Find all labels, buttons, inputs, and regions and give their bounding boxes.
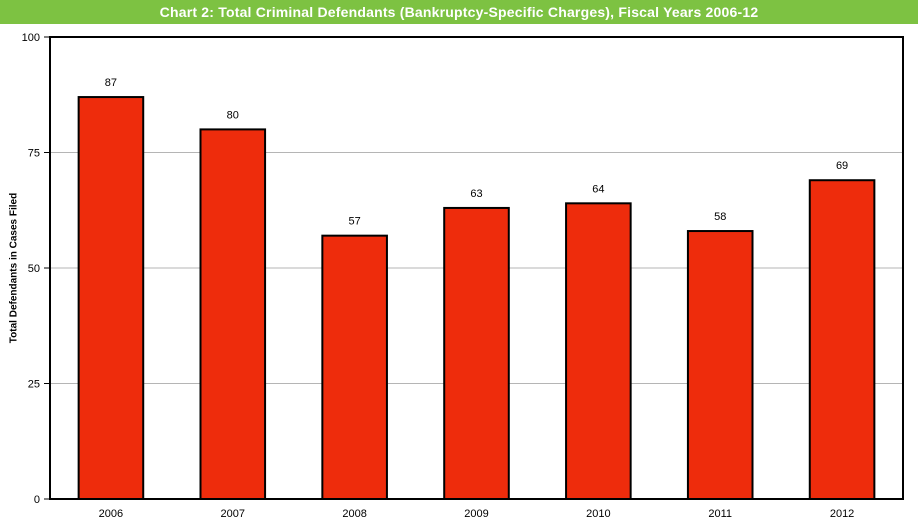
chart-title: Chart 2: Total Criminal Defendants (Bank… <box>0 0 918 24</box>
bar-2008 <box>321 234 388 500</box>
bar-2012 <box>808 179 876 500</box>
x-tick-label-2011: 2011 <box>708 508 732 520</box>
data-label-2008: 57 <box>349 216 361 228</box>
y-tick-label-100: 100 <box>22 32 40 44</box>
y-tick-label-0: 0 <box>34 494 40 506</box>
y-tick-label-25: 25 <box>28 379 40 391</box>
x-tick-label-2006: 2006 <box>99 508 123 520</box>
bar-2007 <box>199 128 267 500</box>
data-label-2012: 69 <box>836 160 848 172</box>
x-tick-label-2008: 2008 <box>342 508 366 520</box>
data-label-2011: 58 <box>714 211 726 223</box>
y-tick-label-50: 50 <box>28 263 40 275</box>
bar-2009 <box>443 206 510 500</box>
data-label-2006: 87 <box>105 77 117 89</box>
bar-2010 <box>565 202 632 500</box>
y-tick-label-75: 75 <box>28 148 40 160</box>
x-tick-label-2010: 2010 <box>586 508 610 520</box>
x-tick-label-2012: 2012 <box>830 508 854 520</box>
bars <box>77 96 876 500</box>
x-tick-label-2007: 2007 <box>221 508 245 520</box>
data-label-2010: 64 <box>592 183 604 195</box>
plot-frame <box>49 36 904 500</box>
data-labels: 87 80 57 63 64 58 69 <box>105 77 848 228</box>
x-tick-label-2009: 2009 <box>464 508 488 520</box>
bar-2006 <box>77 96 145 500</box>
tick-labels: 0 25 50 75 100 2006 2007 2008 2009 2010 2011 2012 <box>22 32 855 520</box>
data-label-2007: 80 <box>227 109 239 121</box>
data-label-2009: 63 <box>470 188 482 200</box>
bar-2011 <box>686 230 754 500</box>
